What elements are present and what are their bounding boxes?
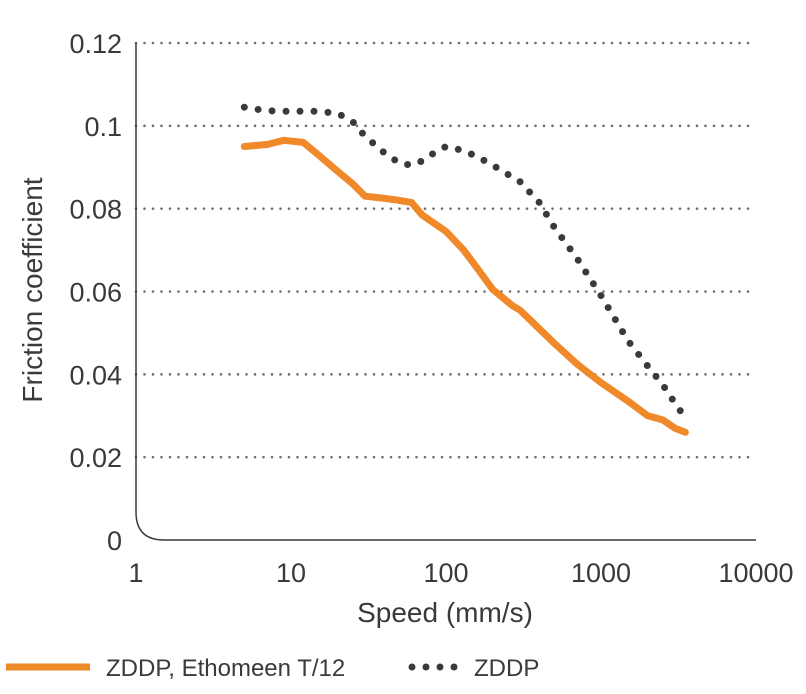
series-line-1 — [240, 103, 689, 422]
y-tick-label: 0.08 — [69, 195, 122, 225]
x-tick-label: 1 — [128, 558, 143, 588]
y-tick-label: 0.12 — [69, 29, 122, 59]
x-tick-label: 10000 — [718, 558, 793, 588]
x-tick-label: 100 — [423, 558, 468, 588]
x-axis-title: Speed (mm/s) — [357, 597, 533, 628]
y-axis-title: Friction coefficient — [17, 177, 48, 402]
series-layer — [240, 103, 689, 436]
y-tick-label: 0.1 — [84, 112, 122, 142]
x-tick-label: 10 — [276, 558, 306, 588]
y-tick-label: 0.02 — [69, 443, 122, 473]
legend-label-ethomeen: ZDDP, Ethomeen T/12 — [106, 655, 345, 682]
series-line-0 — [240, 136, 689, 436]
grid-layer — [134, 41, 758, 459]
legend-label-zddp: ZDDP — [474, 655, 539, 682]
y-tick-label: 0.04 — [69, 360, 122, 390]
tick-label-layer: 0 0.02 0.04 0.06 0.08 0.1 0.12 1 10 100 1000 10000 — [69, 29, 793, 588]
y-tick-label: 0.06 — [69, 278, 122, 308]
axis-layer — [135, 43, 756, 541]
y-tick-label: 0 — [107, 526, 122, 556]
x-tick-label: 1000 — [571, 558, 631, 588]
axis-lines — [135, 43, 756, 541]
legend: ZDDP, Ethomeen T/12 ZDDP — [6, 655, 539, 682]
